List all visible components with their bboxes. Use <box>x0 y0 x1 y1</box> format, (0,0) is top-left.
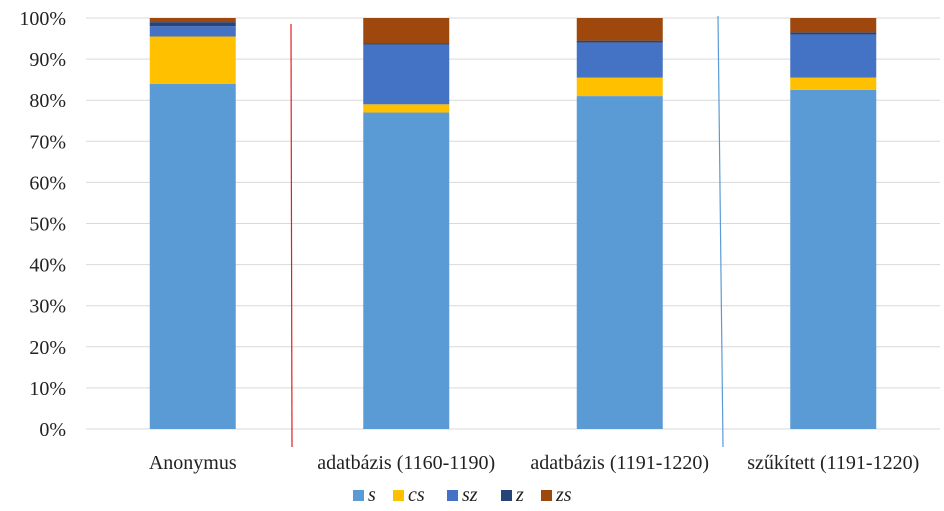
red-divider-line <box>290 23 293 448</box>
bar-segment-z <box>363 43 450 45</box>
bar-segment-zs <box>790 18 877 33</box>
y-tick-label: 50% <box>29 214 66 236</box>
x-category-label: szűkített (1191-1220) <box>747 452 919 474</box>
y-tick-label: 80% <box>29 90 66 112</box>
bar-segment-z <box>576 40 663 43</box>
y-tick-label: 40% <box>29 255 66 277</box>
x-category-label: adatbázis (1191-1220) <box>530 452 709 474</box>
bar-segment-cs <box>149 36 236 84</box>
legend-swatch-z <box>501 490 512 501</box>
bar-segment-s <box>149 83 236 429</box>
legend: s cs sz z zs <box>353 484 572 506</box>
legend-label-cs: cs <box>408 484 425 506</box>
legend-label-sz: sz <box>462 484 478 506</box>
bar-segment-s <box>576 96 663 429</box>
y-tick-label: 10% <box>29 378 66 400</box>
divider-lines <box>290 15 724 448</box>
legend-label-z: z <box>515 484 524 506</box>
legend-label-zs: zs <box>555 484 572 506</box>
bars <box>149 18 877 430</box>
bar-segment-sz <box>363 44 450 105</box>
x-axis-category-labels: Anonymus adatbázis (1160-1190) adatbázis (… <box>149 452 919 474</box>
bar-segment-zs <box>363 18 450 44</box>
y-tick-label: 70% <box>29 131 66 153</box>
y-axis-tick-labels: 0% 10% 20% 30% 40% 50% 60% 70% 80% 90% 100% <box>19 8 66 441</box>
legend-swatch-sz <box>447 490 458 501</box>
bar-segment-sz <box>149 26 236 37</box>
bar-segment-zs <box>149 18 236 23</box>
y-tick-label: 20% <box>29 337 66 359</box>
bar-segment-s <box>363 112 450 429</box>
bar-segment-sz <box>790 34 877 78</box>
bar-segment-s <box>790 89 877 430</box>
legend-swatch-s <box>353 490 364 501</box>
y-tick-label: 0% <box>39 419 66 441</box>
y-tick-label: 60% <box>29 172 66 194</box>
legend-swatch-cs <box>393 490 404 501</box>
x-category-label: Anonymus <box>149 452 237 474</box>
bar-segment-z <box>790 32 877 35</box>
x-category-label: adatbázis (1160-1190) <box>317 452 495 474</box>
y-tick-label: 90% <box>29 49 66 71</box>
blue-divider-line <box>717 15 724 448</box>
bar-segment-sz <box>576 42 663 78</box>
legend-swatch-zs <box>541 490 552 501</box>
y-tick-label: 100% <box>19 8 66 30</box>
bar-segment-zs <box>576 18 663 41</box>
bar-segment-cs <box>576 77 663 97</box>
y-tick-label: 30% <box>29 296 66 318</box>
bar-segment-cs <box>790 77 877 90</box>
legend-label-s: s <box>368 484 376 506</box>
bar-segment-cs <box>363 104 450 113</box>
bar-segment-z <box>149 22 236 27</box>
